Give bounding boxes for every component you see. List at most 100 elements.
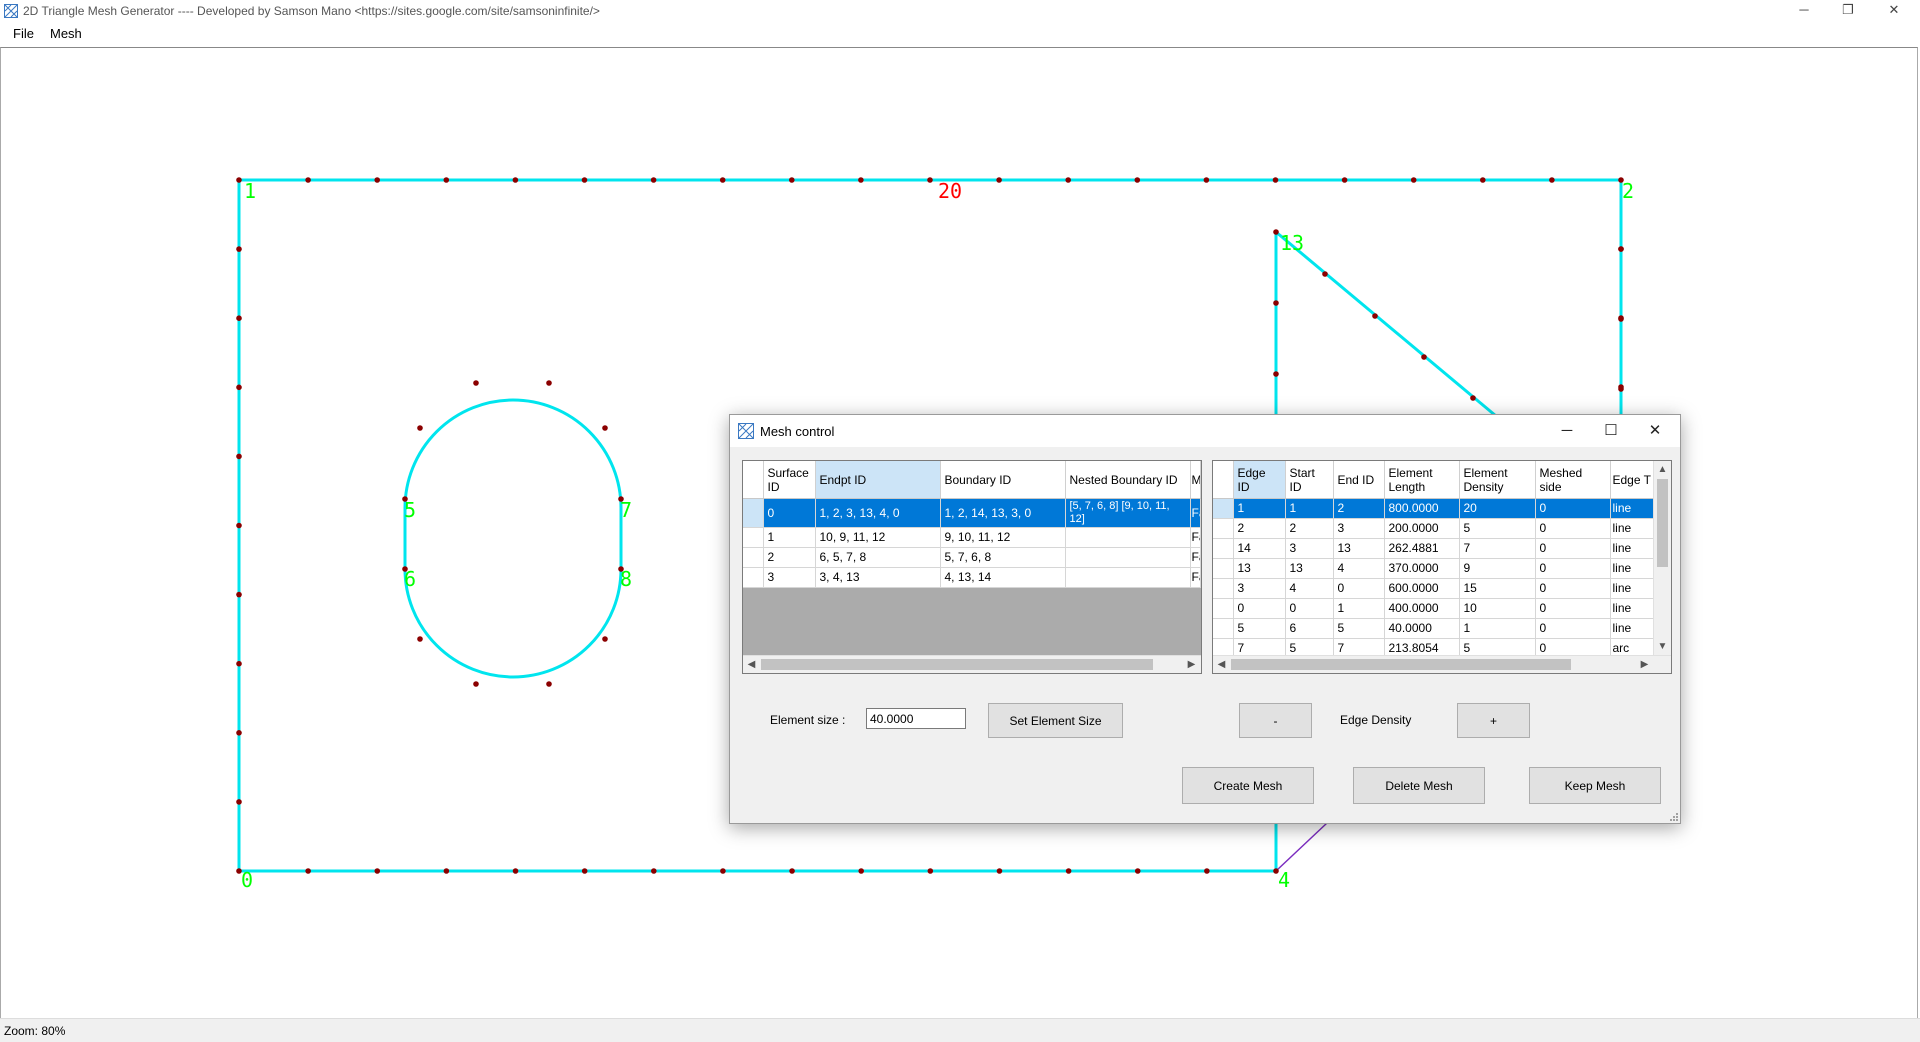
edge-row[interactable]: 14 3 13 262.4881 7 0 line xyxy=(1213,538,1654,559)
cell-start-id[interactable]: 6 xyxy=(1285,618,1334,639)
resize-grip-icon[interactable] xyxy=(1668,811,1678,821)
cell-edge-id[interactable]: 0 xyxy=(1233,598,1286,619)
cell-element-density[interactable]: 1 xyxy=(1459,618,1536,639)
cell-element-length[interactable]: 40.0000 xyxy=(1384,618,1460,639)
scroll-up-icon[interactable]: ▲ xyxy=(1657,464,1668,475)
cell-element-density[interactable]: 9 xyxy=(1459,558,1536,579)
cell-edge-type[interactable]: line xyxy=(1610,558,1654,579)
col-boundary-id[interactable]: Boundary ID xyxy=(940,461,1066,499)
cell-end-id[interactable]: 1 xyxy=(1333,598,1385,619)
cell-end-id[interactable]: 3 xyxy=(1333,518,1385,539)
cell-edge-id[interactable]: 3 xyxy=(1233,578,1286,599)
cell-element-length[interactable]: 400.0000 xyxy=(1384,598,1460,619)
delete-mesh-button[interactable]: Delete Mesh xyxy=(1353,767,1485,804)
col-endpt-id[interactable]: Endpt ID xyxy=(815,461,941,499)
edge-row[interactable]: 1 1 2 800.0000 20 0 line xyxy=(1213,498,1654,519)
cell-meshed-side[interactable]: 0 xyxy=(1535,558,1611,579)
scroll-right-icon[interactable]: ▶ xyxy=(1187,659,1196,670)
scroll-thumb[interactable] xyxy=(761,659,1153,670)
cell-endpt-id[interactable]: 10, 9, 11, 12 xyxy=(815,527,941,548)
cell-edge-id[interactable]: 5 xyxy=(1233,618,1286,639)
row-header[interactable] xyxy=(1213,638,1234,659)
cell-start-id[interactable]: 0 xyxy=(1285,598,1334,619)
cell-end-id[interactable]: 13 xyxy=(1333,538,1385,559)
cell-edge-type[interactable]: line xyxy=(1610,498,1654,519)
cell-meshed-side[interactable]: 0 xyxy=(1535,538,1611,559)
surface-table[interactable]: Surface ID Endpt ID Boundary ID Nested B… xyxy=(742,460,1202,674)
cell-meshed-b[interactable]: Fa xyxy=(1190,547,1201,568)
cell-element-length[interactable]: 262.4881 xyxy=(1384,538,1460,559)
row-header[interactable] xyxy=(743,547,764,568)
cell-edge-id[interactable]: 13 xyxy=(1233,558,1286,579)
cell-element-density[interactable]: 10 xyxy=(1459,598,1536,619)
edge-table[interactable]: Edge ID Start ID End ID Element Length E… xyxy=(1212,460,1672,674)
scroll-thumb[interactable] xyxy=(1657,479,1668,567)
cell-nested-boundary-id[interactable] xyxy=(1065,547,1191,568)
surface-row[interactable]: 0 1, 2, 3, 13, 4, 0 1, 2, 14, 13, 3, 0 [5, … xyxy=(743,498,1201,528)
cell-surface-id[interactable]: 1 xyxy=(763,527,816,548)
restore-button[interactable]: ❐ xyxy=(1842,2,1854,17)
cell-meshed-b[interactable]: Fa xyxy=(1190,527,1201,548)
col-end-id[interactable]: End ID xyxy=(1333,461,1385,499)
cell-boundary-id[interactable]: 9, 10, 11, 12 xyxy=(940,527,1066,548)
cell-edge-type[interactable]: line xyxy=(1610,518,1654,539)
cell-surface-id[interactable]: 3 xyxy=(763,567,816,588)
cell-end-id[interactable]: 0 xyxy=(1333,578,1385,599)
cell-meshed-side[interactable]: 0 xyxy=(1535,578,1611,599)
row-header[interactable] xyxy=(1213,498,1234,519)
cell-boundary-id[interactable]: 1, 2, 14, 13, 3, 0 xyxy=(940,498,1066,528)
edge-row[interactable]: 5 6 5 40.0000 1 0 line xyxy=(1213,618,1654,639)
cell-nested-boundary-id[interactable] xyxy=(1065,527,1191,548)
cell-element-length[interactable]: 800.0000 xyxy=(1384,498,1460,519)
cell-edge-type[interactable]: line xyxy=(1610,598,1654,619)
cell-edge-id[interactable]: 1 xyxy=(1233,498,1286,519)
cell-element-density[interactable]: 20 xyxy=(1459,498,1536,519)
cell-boundary-id[interactable]: 4, 13, 14 xyxy=(940,567,1066,588)
close-button[interactable]: ✕ xyxy=(1888,2,1900,17)
minimize-button[interactable]: ─ xyxy=(1799,2,1809,17)
cell-edge-type[interactable]: line xyxy=(1610,538,1654,559)
row-header[interactable] xyxy=(1213,538,1234,559)
row-header[interactable] xyxy=(1213,558,1234,579)
keep-mesh-button[interactable]: Keep Mesh xyxy=(1529,767,1661,804)
surface-hscroll[interactable]: ◀ ▶ xyxy=(743,655,1201,673)
cell-end-id[interactable]: 2 xyxy=(1333,498,1385,519)
surface-row[interactable]: 26, 5, 7, 85, 7, 6, 8 Fa xyxy=(743,547,1201,568)
row-header[interactable] xyxy=(743,498,764,528)
cell-start-id[interactable]: 13 xyxy=(1285,558,1334,579)
scroll-left-icon[interactable]: ◀ xyxy=(1217,659,1226,670)
col-edge-id[interactable]: Edge ID xyxy=(1233,461,1286,499)
edge-row[interactable]: 0 0 1 400.0000 10 0 line xyxy=(1213,598,1654,619)
edge-row[interactable]: 13 13 4 370.0000 9 0 line xyxy=(1213,558,1654,579)
edge-vscroll[interactable]: ▲ ▼ xyxy=(1653,461,1671,655)
row-header[interactable] xyxy=(743,527,764,548)
dialog-maximize-button[interactable]: ☐ xyxy=(1604,422,1618,439)
col-edge-type[interactable]: Edge T xyxy=(1610,461,1654,499)
surface-row[interactable]: 110, 9, 11, 129, 10, 11, 12 Fa xyxy=(743,527,1201,548)
element-size-input[interactable] xyxy=(866,708,966,729)
cell-boundary-id[interactable]: 5, 7, 6, 8 xyxy=(940,547,1066,568)
cell-start-id[interactable]: 3 xyxy=(1285,538,1334,559)
edge-row[interactable]: 7 5 7 213.8054 5 0 arc xyxy=(1213,638,1654,659)
cell-end-id[interactable]: 4 xyxy=(1333,558,1385,579)
col-nested-boundary-id[interactable]: Nested Boundary ID xyxy=(1065,461,1191,499)
cell-surface-id[interactable]: 0 xyxy=(763,498,816,528)
cell-endpt-id[interactable]: 3, 4, 13 xyxy=(815,567,941,588)
cell-start-id[interactable]: 4 xyxy=(1285,578,1334,599)
scroll-down-icon[interactable]: ▼ xyxy=(1657,641,1668,652)
row-header[interactable] xyxy=(1213,598,1234,619)
scroll-left-icon[interactable]: ◀ xyxy=(747,659,756,670)
col-surface-id[interactable]: Surface ID xyxy=(763,461,816,499)
menu-mesh[interactable]: Mesh xyxy=(50,26,82,41)
scroll-thumb[interactable] xyxy=(1231,659,1571,670)
cell-edge-id[interactable]: 2 xyxy=(1233,518,1286,539)
cell-surface-id[interactable]: 2 xyxy=(763,547,816,568)
cell-endpt-id[interactable]: 1, 2, 3, 13, 4, 0 xyxy=(815,498,941,528)
cell-element-length[interactable]: 200.0000 xyxy=(1384,518,1460,539)
cell-meshed-b[interactable]: Fa xyxy=(1190,567,1201,588)
cell-edge-id[interactable]: 14 xyxy=(1233,538,1286,559)
create-mesh-button[interactable]: Create Mesh xyxy=(1182,767,1314,804)
cell-start-id[interactable]: 1 xyxy=(1285,498,1334,519)
surface-row[interactable]: 33, 4, 134, 13, 14 Fa xyxy=(743,567,1201,588)
